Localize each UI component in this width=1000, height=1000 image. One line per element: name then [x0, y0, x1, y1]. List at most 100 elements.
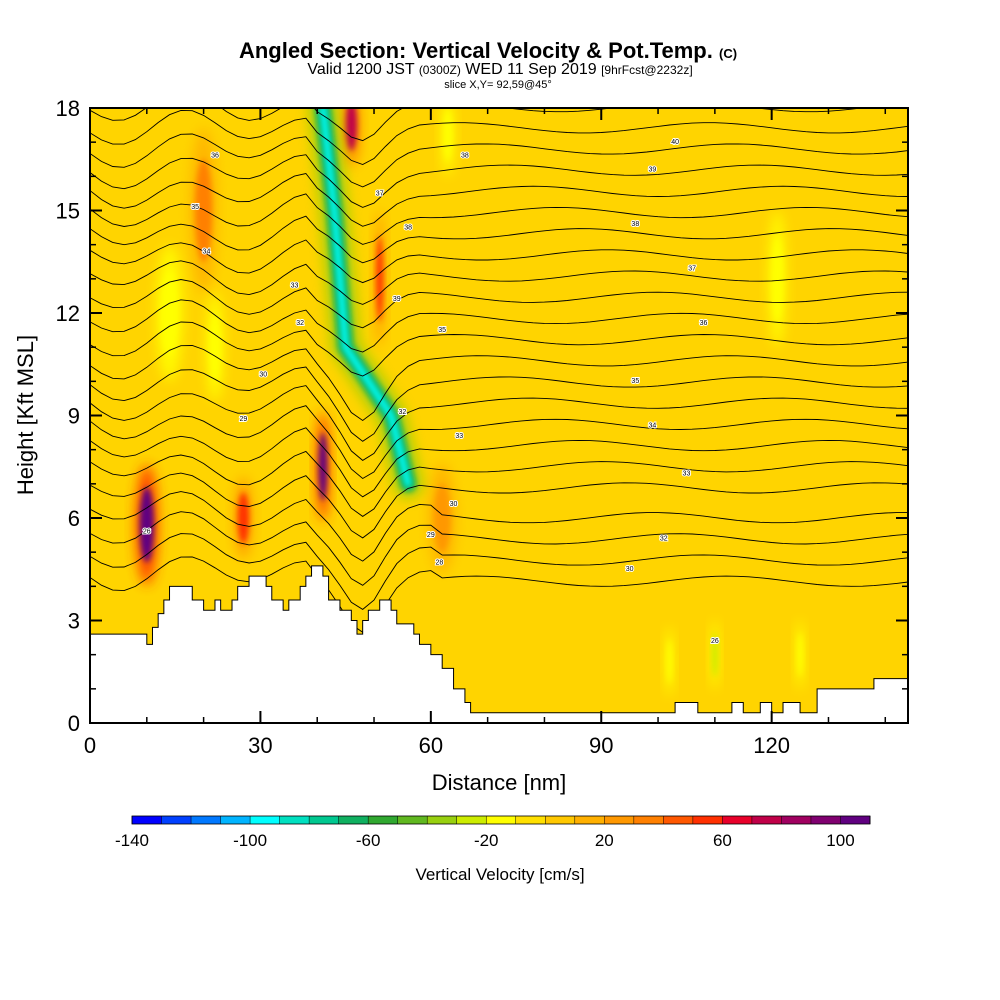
colorbar-tick-label: 20 — [595, 831, 614, 850]
colorbar-swatch — [368, 816, 399, 824]
theta-contour-line — [90, 533, 908, 610]
colorbar-swatch — [220, 816, 251, 824]
velocity-cell — [135, 464, 159, 585]
plot-area: 26 29 30 32 33 34 35 36 37 38 39 32 33 30 29 28 35 38 35 34… — [90, 108, 908, 723]
colorbar-swatch — [427, 816, 458, 824]
colorbar-swatch — [309, 816, 340, 824]
colorbar-tick-label: -100 — [233, 831, 267, 850]
velocity-cell — [428, 463, 456, 573]
colorbar-swatch — [397, 816, 428, 824]
velocity-cell — [374, 210, 386, 348]
colorbar-tick-label: -60 — [356, 831, 381, 850]
colorbar-swatch — [692, 816, 723, 824]
y-tick-label: 12 — [56, 301, 80, 326]
terrain — [90, 565, 908, 723]
y-tick-label: 0 — [68, 711, 80, 736]
x-axis-label: Distance [nm] — [432, 770, 567, 795]
theta-contour-line — [90, 172, 908, 227]
colorbar-swatch — [191, 816, 222, 824]
colorbar-swatch — [545, 816, 576, 824]
chart-title: Angled Section: Vertical Velocity & Pot.… — [239, 38, 737, 63]
colorbar-swatch — [663, 816, 694, 824]
colorbar-swatch — [751, 816, 782, 824]
contour-label: 32 — [660, 535, 668, 542]
contour-label: 26 — [711, 638, 719, 645]
chart-title-suffix: (C) — [719, 46, 737, 61]
colorbar-swatch — [515, 816, 546, 824]
slice-label: slice X,Y= 92,59@45° — [444, 79, 552, 91]
contour-label: 37 — [688, 265, 696, 272]
colorbar-swatch — [250, 816, 281, 824]
colorbar-swatch — [161, 816, 192, 824]
contour-label: 40 — [671, 139, 679, 146]
colorbar-swatch — [486, 816, 517, 824]
theta-contour-line — [90, 491, 908, 562]
x-tick-label: 90 — [589, 733, 613, 758]
theta-contour-line — [90, 260, 908, 305]
theta-contour-line — [90, 450, 908, 517]
contour-label: 29 — [239, 416, 247, 423]
velocity-cell — [795, 619, 805, 691]
contour-label: 39 — [393, 296, 401, 303]
contour-label: 33 — [683, 470, 691, 477]
velocity-cell — [316, 412, 330, 522]
theta-contour-line — [90, 345, 908, 422]
contour-label: 38 — [404, 224, 412, 231]
colorbar-swatch — [456, 816, 487, 824]
colorbar: -140 -100 -60 -20 20 60 100 — [115, 815, 871, 850]
velocity-cell — [234, 477, 253, 559]
theta-contour-line — [90, 215, 908, 264]
colorbar-swatch — [633, 816, 664, 824]
velocity-cell — [441, 108, 455, 177]
theta-contour-line — [90, 239, 908, 284]
velocity-cell — [205, 292, 225, 402]
y-tick-label: 3 — [68, 609, 80, 634]
x-tick-label: 0 — [84, 733, 96, 758]
theta-contour-line — [90, 279, 908, 329]
colorbar-tick-label: 100 — [826, 831, 854, 850]
theta-contour-line — [90, 109, 908, 165]
colorbar-swatch — [840, 816, 871, 824]
colorbar-tick-label: -140 — [115, 831, 149, 850]
theta-contour-line — [90, 405, 908, 480]
contour-label: 34 — [648, 423, 656, 430]
contour-label: 28 — [435, 559, 443, 566]
contour-label: 32 — [399, 409, 407, 416]
theta-contour-line — [90, 556, 908, 633]
contour-label: 30 — [450, 501, 458, 508]
contour-labels: 26 29 30 32 33 34 35 36 37 38 39 32 33 30 29 28 35 38 35 34… — [142, 138, 720, 646]
theta-contour-line — [90, 366, 908, 442]
theta-contour-line — [90, 321, 908, 377]
theta-contour-line — [90, 154, 908, 208]
theta-contour-line — [90, 472, 908, 539]
x-tick-label: 30 — [248, 733, 272, 758]
y-tick-label: 15 — [56, 199, 80, 224]
chart-subtitle: Valid 1200 JST (0300Z) WED 11 Sep 2019 [… — [307, 61, 692, 78]
contour-label: 36 — [211, 153, 219, 160]
y-tick-label: 6 — [68, 506, 80, 531]
colorbar-swatch — [574, 816, 605, 824]
theta-contour-line — [90, 385, 908, 461]
velocity-cell — [342, 108, 361, 167]
contour-label: 30 — [259, 371, 267, 378]
y-axis-label: Height [Kft MSL] — [13, 335, 38, 495]
chart-title-main: Angled Section: Vertical Velocity & Pot.… — [239, 38, 713, 63]
colorbar-swatch — [722, 816, 753, 824]
y-tick-label: 18 — [56, 96, 80, 121]
y-tick-label: 9 — [68, 404, 80, 429]
contour-label: 30 — [626, 566, 634, 573]
x-tick-label: 60 — [419, 733, 443, 758]
velocity-cell — [664, 625, 674, 698]
theta-contour-line — [90, 133, 908, 188]
colorbar-swatch — [781, 816, 812, 824]
contour-label: 36 — [700, 320, 708, 327]
contour-label: 34 — [203, 248, 211, 255]
theta-contours — [90, 108, 908, 633]
contour-label: 35 — [438, 327, 446, 334]
contour-label: 32 — [296, 320, 304, 327]
contour-label: 39 — [648, 166, 656, 173]
contour-label: 29 — [427, 532, 435, 539]
velocity-cell — [768, 210, 787, 348]
theta-contour-line — [90, 511, 908, 586]
colorbar-tick-label: 60 — [713, 831, 732, 850]
